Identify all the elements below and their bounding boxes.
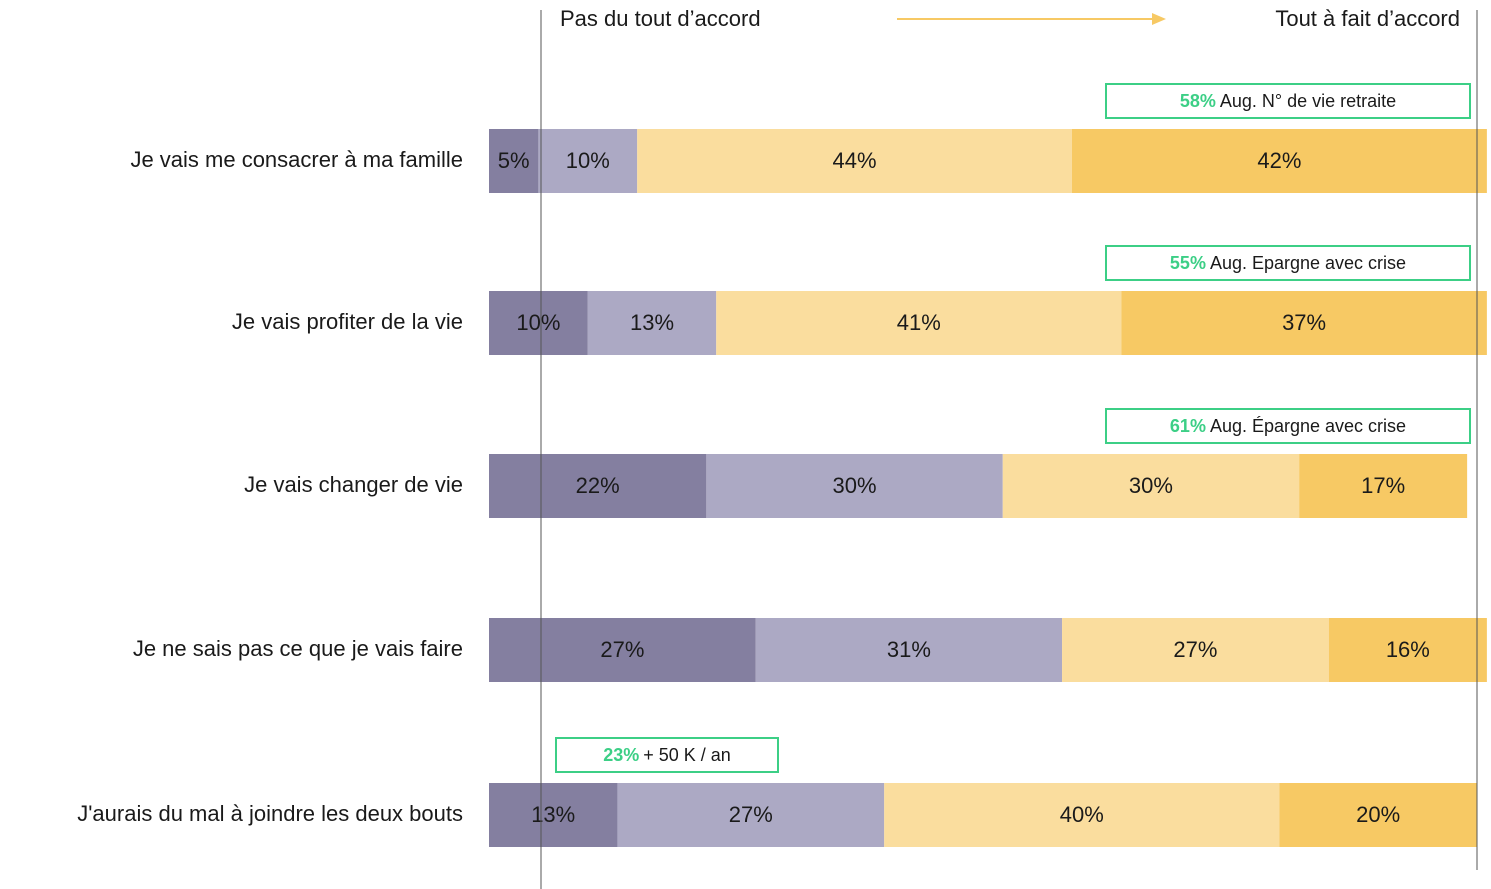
annotation-box [1105, 408, 1471, 444]
bar-segment [1299, 454, 1468, 518]
bar-segment [617, 783, 885, 847]
bar-segment [1002, 454, 1300, 518]
annotation-text: + 50 K / an [643, 745, 731, 765]
category-label: Je vais profiter de la vie [232, 309, 463, 334]
value-label: 30% [1129, 473, 1173, 498]
bar-segment [716, 291, 1122, 355]
annotation-value: 61% [1170, 416, 1206, 436]
annotation-value: 23% [603, 745, 639, 765]
annotation-box [1105, 83, 1471, 119]
value-label: 22% [576, 473, 620, 498]
value-label: 5% [498, 148, 530, 173]
left-label: Pas du tout d’accord [560, 6, 761, 31]
value-label: 17% [1361, 473, 1405, 498]
value-label: 27% [1173, 637, 1217, 662]
bar-segment [587, 291, 717, 355]
bar-segment [538, 129, 638, 193]
annotation-text: Aug. Épargne avec crise [1210, 416, 1406, 436]
value-label: 41% [897, 310, 941, 335]
bar-segment [884, 783, 1280, 847]
value-label: 44% [833, 148, 877, 173]
value-label: 16% [1386, 637, 1430, 662]
annotation-text: Aug. Epargne avec crise [1210, 253, 1406, 273]
value-label: 27% [600, 637, 644, 662]
right-label: Tout à fait d’accord [1275, 6, 1460, 31]
value-label: 10% [566, 148, 610, 173]
annotation-value: 55% [1170, 253, 1206, 273]
annotation-text: Aug. N° de vie retraite [1220, 91, 1396, 111]
bar-segment [706, 454, 1003, 518]
category-label: Je vais changer de vie [244, 472, 463, 497]
value-label: 42% [1257, 148, 1301, 173]
value-label: 37% [1282, 310, 1326, 335]
bar-segment [1121, 291, 1487, 355]
value-label: 10% [516, 310, 560, 335]
category-label: J'aurais du mal à joindre les deux bouts [77, 801, 463, 826]
annotation-box [1105, 245, 1471, 281]
value-label: 31% [887, 637, 931, 662]
annotation: 58% Aug. N° de vie retraite [1180, 91, 1396, 111]
arrow-head [1152, 13, 1166, 25]
value-label: 13% [531, 802, 575, 827]
annotation-box [555, 737, 779, 773]
bar-segment [489, 783, 618, 847]
category-label: Je vais me consacrer à ma famille [130, 147, 463, 172]
annotation-value: 58% [1180, 91, 1216, 111]
bar-segment [489, 618, 756, 682]
category-label: Je ne sais pas ce que je vais faire [133, 636, 463, 661]
annotation: 61% Aug. Épargne avec crise [1170, 416, 1406, 436]
bar-segment [1062, 618, 1329, 682]
bar-segment [1279, 783, 1477, 847]
value-label: 13% [630, 310, 674, 335]
value-label: 20% [1356, 802, 1400, 827]
bar-segment [489, 291, 588, 355]
value-label: 27% [729, 802, 773, 827]
bar-segment [755, 618, 1063, 682]
value-label: 30% [833, 473, 877, 498]
value-label: 40% [1060, 802, 1104, 827]
bar-segment [1071, 129, 1487, 193]
bar-segment [1328, 618, 1487, 682]
bar-segment [637, 129, 1072, 193]
annotation: 23% + 50 K / an [603, 745, 731, 765]
bar-segment [489, 129, 539, 193]
bar-segment [489, 454, 707, 518]
annotation: 55% Aug. Epargne avec crise [1170, 253, 1406, 273]
